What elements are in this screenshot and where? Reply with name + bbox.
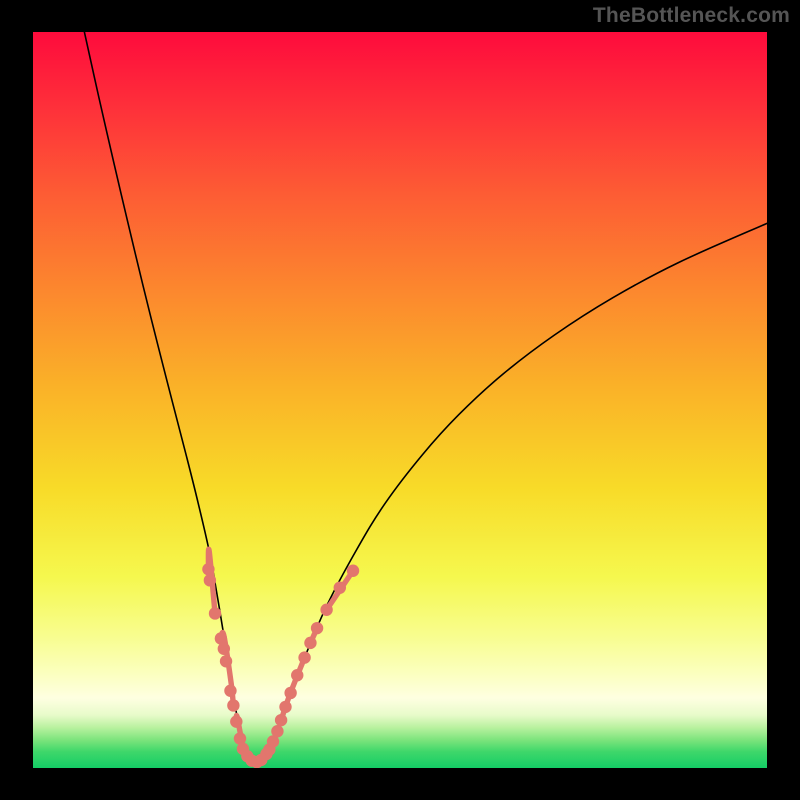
highlight-dot [284,687,296,699]
plot-area [33,32,767,768]
highlight-dot [347,565,359,577]
highlight-dot [204,574,216,586]
highlight-dot [209,607,221,619]
highlight-dot [320,604,332,616]
highlight-dot [224,685,236,697]
highlight-dot [311,622,323,634]
highlight-dot [291,669,303,681]
highlight-dot [334,581,346,593]
attribution-text: TheBottleneck.com [593,4,790,28]
chart-stage: TheBottleneck.com [0,0,800,800]
highlight-dot [304,637,316,649]
highlight-dot [220,655,232,667]
highlight-dot [298,651,310,663]
highlight-dot [230,715,242,727]
chart-overlay [33,32,767,768]
highlight-dot [271,725,283,737]
highlight-dot [227,699,239,711]
highlight-dot [279,701,291,713]
highlight-dot [202,563,214,575]
highlight-dot [275,714,287,726]
bottleneck-curve [84,32,767,764]
highlight-dot [218,643,230,655]
